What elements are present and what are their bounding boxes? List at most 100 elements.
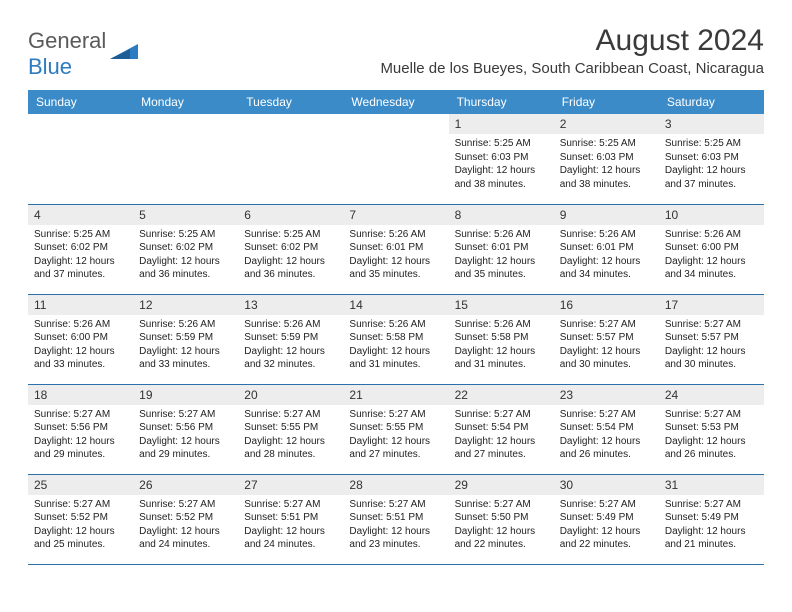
- sunrise-text: Sunrise: 5:27 AM: [349, 408, 442, 422]
- day-details: Sunrise: 5:26 AMSunset: 5:58 PMDaylight:…: [449, 315, 554, 378]
- day-details: Sunrise: 5:26 AMSunset: 5:58 PMDaylight:…: [343, 315, 448, 378]
- daylight-text: Daylight: 12 hours and 23 minutes.: [349, 525, 442, 552]
- day-details: Sunrise: 5:25 AMSunset: 6:03 PMDaylight:…: [554, 134, 659, 197]
- sunrise-text: Sunrise: 5:26 AM: [349, 228, 442, 242]
- logo-text: General Blue: [28, 28, 106, 80]
- sunrise-text: Sunrise: 5:26 AM: [665, 228, 758, 242]
- calendar-day-cell: 26Sunrise: 5:27 AMSunset: 5:52 PMDayligh…: [133, 474, 238, 564]
- calendar-day-cell: 25Sunrise: 5:27 AMSunset: 5:52 PMDayligh…: [28, 474, 133, 564]
- daylight-text: Daylight: 12 hours and 31 minutes.: [455, 345, 548, 372]
- day-number: 17: [659, 295, 764, 315]
- calendar-body: 1Sunrise: 5:25 AMSunset: 6:03 PMDaylight…: [28, 114, 764, 564]
- sunrise-text: Sunrise: 5:27 AM: [560, 498, 653, 512]
- calendar-day-cell: 30Sunrise: 5:27 AMSunset: 5:49 PMDayligh…: [554, 474, 659, 564]
- sunrise-text: Sunrise: 5:25 AM: [560, 137, 653, 151]
- daylight-text: Daylight: 12 hours and 34 minutes.: [665, 255, 758, 282]
- day-number: 26: [133, 475, 238, 495]
- sunset-text: Sunset: 5:54 PM: [455, 421, 548, 435]
- calendar-day-cell: 20Sunrise: 5:27 AMSunset: 5:55 PMDayligh…: [238, 384, 343, 474]
- calendar-page: General Blue August 2024 Muelle de los B…: [0, 0, 792, 589]
- day-number: 22: [449, 385, 554, 405]
- sunset-text: Sunset: 5:52 PM: [34, 511, 127, 525]
- sunset-text: Sunset: 5:58 PM: [349, 331, 442, 345]
- day-number: 14: [343, 295, 448, 315]
- sunset-text: Sunset: 6:03 PM: [665, 151, 758, 165]
- daylight-text: Daylight: 12 hours and 35 minutes.: [349, 255, 442, 282]
- sunrise-text: Sunrise: 5:27 AM: [665, 318, 758, 332]
- weekday-header: Saturday: [659, 90, 764, 114]
- sunset-text: Sunset: 5:55 PM: [349, 421, 442, 435]
- sunrise-text: Sunrise: 5:27 AM: [560, 318, 653, 332]
- sunrise-text: Sunrise: 5:26 AM: [560, 228, 653, 242]
- daylight-text: Daylight: 12 hours and 29 minutes.: [139, 435, 232, 462]
- sunrise-text: Sunrise: 5:27 AM: [455, 498, 548, 512]
- sunset-text: Sunset: 5:55 PM: [244, 421, 337, 435]
- calendar-day-cell: 4Sunrise: 5:25 AMSunset: 6:02 PMDaylight…: [28, 204, 133, 294]
- day-number-empty: [238, 114, 343, 134]
- month-title: August 2024: [380, 24, 764, 58]
- sunrise-text: Sunrise: 5:27 AM: [244, 498, 337, 512]
- sunset-text: Sunset: 5:56 PM: [34, 421, 127, 435]
- daylight-text: Daylight: 12 hours and 28 minutes.: [244, 435, 337, 462]
- day-number: 16: [554, 295, 659, 315]
- day-details: Sunrise: 5:26 AMSunset: 6:01 PMDaylight:…: [449, 225, 554, 288]
- day-details: Sunrise: 5:27 AMSunset: 5:54 PMDaylight:…: [449, 405, 554, 468]
- calendar-day-cell: 19Sunrise: 5:27 AMSunset: 5:56 PMDayligh…: [133, 384, 238, 474]
- calendar-day-cell: 23Sunrise: 5:27 AMSunset: 5:54 PMDayligh…: [554, 384, 659, 474]
- sunset-text: Sunset: 6:00 PM: [34, 331, 127, 345]
- weekday-header: Tuesday: [238, 90, 343, 114]
- page-header: General Blue August 2024 Muelle de los B…: [28, 24, 764, 80]
- title-block: August 2024 Muelle de los Bueyes, South …: [380, 24, 764, 77]
- day-details: Sunrise: 5:27 AMSunset: 5:56 PMDaylight:…: [133, 405, 238, 468]
- daylight-text: Daylight: 12 hours and 33 minutes.: [34, 345, 127, 372]
- day-number-empty: [28, 114, 133, 134]
- calendar-day-cell: 16Sunrise: 5:27 AMSunset: 5:57 PMDayligh…: [554, 294, 659, 384]
- day-details: Sunrise: 5:25 AMSunset: 6:03 PMDaylight:…: [449, 134, 554, 197]
- logo-word1: General: [28, 28, 106, 53]
- weekday-header: Thursday: [449, 90, 554, 114]
- calendar-day-cell: 21Sunrise: 5:27 AMSunset: 5:55 PMDayligh…: [343, 384, 448, 474]
- day-details: Sunrise: 5:25 AMSunset: 6:03 PMDaylight:…: [659, 134, 764, 197]
- calendar-header-row: SundayMondayTuesdayWednesdayThursdayFrid…: [28, 90, 764, 114]
- calendar-day-cell: 28Sunrise: 5:27 AMSunset: 5:51 PMDayligh…: [343, 474, 448, 564]
- day-details: Sunrise: 5:27 AMSunset: 5:52 PMDaylight:…: [28, 495, 133, 558]
- sunrise-text: Sunrise: 5:27 AM: [455, 408, 548, 422]
- calendar-day-cell: 6Sunrise: 5:25 AMSunset: 6:02 PMDaylight…: [238, 204, 343, 294]
- day-number: 18: [28, 385, 133, 405]
- sunrise-text: Sunrise: 5:26 AM: [244, 318, 337, 332]
- sunrise-text: Sunrise: 5:27 AM: [349, 498, 442, 512]
- calendar-day-cell: 5Sunrise: 5:25 AMSunset: 6:02 PMDaylight…: [133, 204, 238, 294]
- day-details: Sunrise: 5:25 AMSunset: 6:02 PMDaylight:…: [28, 225, 133, 288]
- daylight-text: Daylight: 12 hours and 37 minutes.: [34, 255, 127, 282]
- daylight-text: Daylight: 12 hours and 26 minutes.: [665, 435, 758, 462]
- sunset-text: Sunset: 6:02 PM: [139, 241, 232, 255]
- daylight-text: Daylight: 12 hours and 27 minutes.: [455, 435, 548, 462]
- daylight-text: Daylight: 12 hours and 30 minutes.: [665, 345, 758, 372]
- day-details: Sunrise: 5:26 AMSunset: 5:59 PMDaylight:…: [238, 315, 343, 378]
- sunset-text: Sunset: 5:49 PM: [665, 511, 758, 525]
- calendar-day-cell: 13Sunrise: 5:26 AMSunset: 5:59 PMDayligh…: [238, 294, 343, 384]
- sunrise-text: Sunrise: 5:27 AM: [34, 498, 127, 512]
- day-details: Sunrise: 5:27 AMSunset: 5:57 PMDaylight:…: [659, 315, 764, 378]
- day-details: Sunrise: 5:25 AMSunset: 6:02 PMDaylight:…: [133, 225, 238, 288]
- sunset-text: Sunset: 6:02 PM: [244, 241, 337, 255]
- daylight-text: Daylight: 12 hours and 25 minutes.: [34, 525, 127, 552]
- day-number: 12: [133, 295, 238, 315]
- sunset-text: Sunset: 6:03 PM: [560, 151, 653, 165]
- logo: General Blue: [28, 28, 138, 80]
- daylight-text: Daylight: 12 hours and 21 minutes.: [665, 525, 758, 552]
- day-number: 10: [659, 205, 764, 225]
- daylight-text: Daylight: 12 hours and 38 minutes.: [560, 164, 653, 191]
- daylight-text: Daylight: 12 hours and 31 minutes.: [349, 345, 442, 372]
- day-number-empty: [133, 114, 238, 134]
- sunset-text: Sunset: 5:57 PM: [560, 331, 653, 345]
- sunrise-text: Sunrise: 5:27 AM: [665, 408, 758, 422]
- day-details: Sunrise: 5:27 AMSunset: 5:50 PMDaylight:…: [449, 495, 554, 558]
- day-number: 3: [659, 114, 764, 134]
- sunset-text: Sunset: 6:03 PM: [455, 151, 548, 165]
- day-number: 20: [238, 385, 343, 405]
- logo-word2: Blue: [28, 54, 72, 79]
- calendar-table: SundayMondayTuesdayWednesdayThursdayFrid…: [28, 90, 764, 565]
- day-number: 11: [28, 295, 133, 315]
- day-number: 1: [449, 114, 554, 134]
